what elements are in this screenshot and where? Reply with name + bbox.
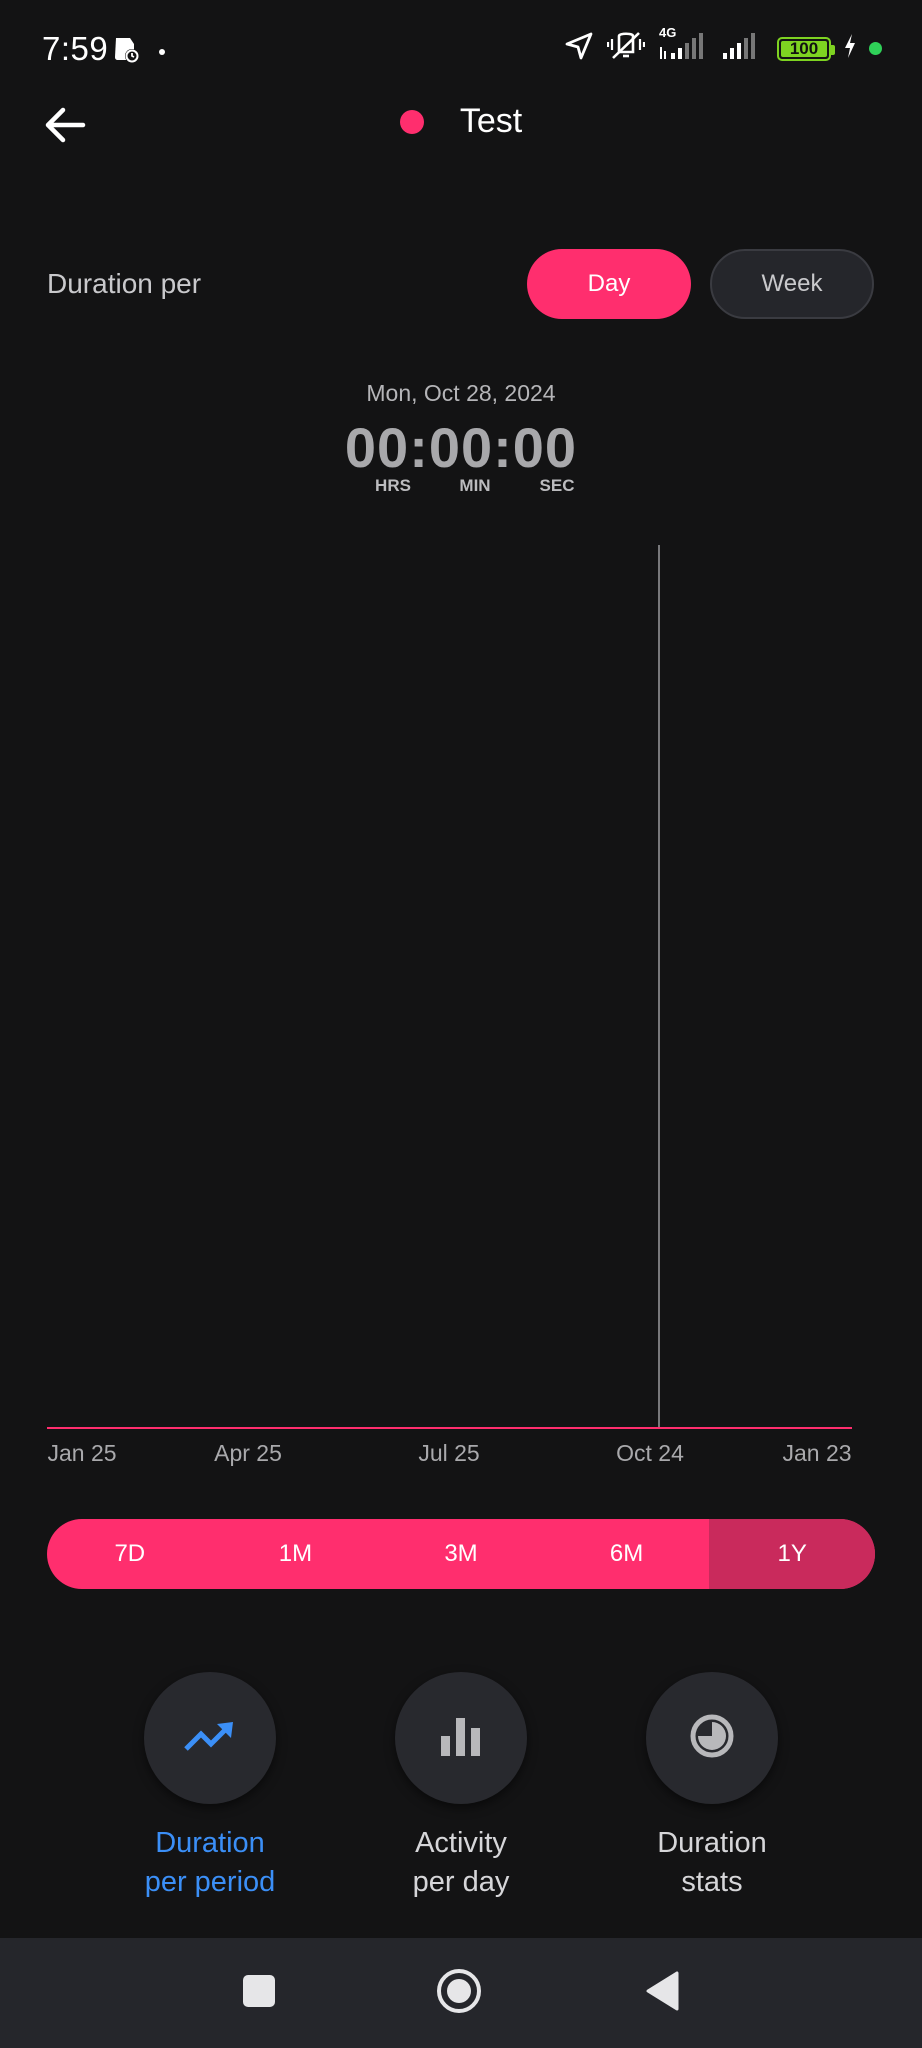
- status-bar: 7:59 4G 100: [0, 0, 922, 100]
- arrow-left-icon: [43, 105, 87, 150]
- back-nav-button[interactable]: [638, 1968, 688, 2018]
- chart-svg[interactable]: Jan 25 Apr 25 Jul 25 Oct 24 Jan 23: [0, 540, 922, 1480]
- range-1m-button[interactable]: 1M: [278, 1540, 313, 1567]
- tile-label: Duration stats: [657, 1827, 767, 1898]
- dot-icon: [158, 43, 166, 61]
- page-title: Test: [459, 102, 523, 140]
- range-1y-button[interactable]: 1Y: [709, 1519, 875, 1589]
- tile-circle: [646, 1672, 778, 1804]
- unit-hours: HRS: [375, 476, 411, 495]
- recents-square-icon: [242, 1974, 276, 2013]
- signal-icon: 4G: [657, 25, 709, 66]
- bar-chart-icon: [439, 1716, 483, 1761]
- duration-stats-tile[interactable]: Duration stats: [612, 1672, 812, 1902]
- tile-label: Activity per day: [412, 1827, 510, 1898]
- home-button[interactable]: [434, 1968, 484, 2018]
- week-toggle-button[interactable]: Week: [710, 249, 874, 319]
- home-circle-icon: [435, 1967, 483, 2020]
- privacy-indicator-dot: [869, 42, 882, 55]
- battery-level: 100: [789, 38, 819, 58]
- duration-per-label: Duration per: [47, 268, 202, 299]
- top-app-bar: Test: [0, 90, 922, 162]
- trending-up-icon: [183, 1718, 237, 1759]
- duration-readout: 00:00:00: [344, 416, 578, 479]
- unit-seconds: SEC: [539, 476, 575, 495]
- stats-nav: Duration per period Activity per day Dur…: [0, 1672, 922, 1912]
- duration-per-period-tile[interactable]: Duration per period: [110, 1672, 310, 1902]
- tile-circle: [395, 1672, 527, 1804]
- activity-per-day-tile[interactable]: Activity per day: [361, 1672, 561, 1902]
- x-tick-label: Jan 23: [782, 1440, 851, 1466]
- x-tick-label: Apr 25: [214, 1440, 282, 1466]
- timer-units: HRS MIN SEC: [0, 476, 922, 500]
- status-time: 7:59: [42, 30, 109, 67]
- tile-circle: [144, 1672, 276, 1804]
- range-7d-button[interactable]: 7D: [114, 1540, 146, 1567]
- status-right-icons: 4G 100: [563, 25, 882, 67]
- charging-icon: [843, 33, 857, 64]
- range-selector: 7D 1M 3M 6M 1Y: [47, 1519, 875, 1589]
- signal-icon: [721, 31, 765, 66]
- x-tick-label: Oct 24: [616, 1440, 684, 1466]
- vibrate-off-icon: [606, 30, 646, 67]
- x-tick-label: Jul 25: [418, 1440, 479, 1466]
- unit-minutes: MIN: [459, 476, 491, 495]
- system-navigation-bar: [0, 1938, 922, 2048]
- tile-label: Duration per period: [144, 1827, 276, 1898]
- day-toggle-button[interactable]: Day: [527, 249, 691, 319]
- x-tick-label: Jan 25: [47, 1440, 116, 1466]
- back-button[interactable]: [40, 102, 90, 152]
- title-wrap: Test: [0, 102, 922, 141]
- location-icon: [563, 30, 595, 67]
- activity-color-dot: [399, 109, 424, 134]
- battery-fill: [781, 40, 827, 57]
- duration-chart[interactable]: Jan 25 Apr 25 Jul 25 Oct 24 Jan 23: [0, 540, 922, 1480]
- battery-icon: 100: [777, 36, 835, 61]
- back-triangle-icon: [645, 1971, 681, 2016]
- alarm-clock-icon: [112, 34, 140, 69]
- range-6m-button[interactable]: 6M: [609, 1540, 644, 1567]
- status-left-icons: [112, 34, 166, 69]
- recents-button[interactable]: [234, 1968, 284, 2018]
- network-type: 4G: [659, 25, 677, 40]
- range-3m-button[interactable]: 3M: [444, 1540, 478, 1567]
- pie-chart-icon: [689, 1713, 735, 1764]
- selected-date: Mon, Oct 28, 2024: [366, 380, 556, 406]
